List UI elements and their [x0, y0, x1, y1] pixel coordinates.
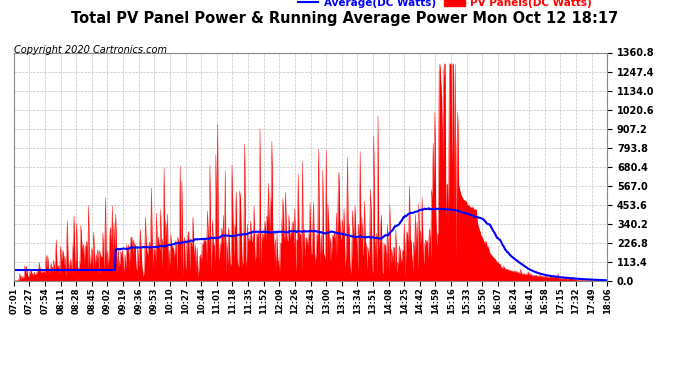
Text: Total PV Panel Power & Running Average Power Mon Oct 12 18:17: Total PV Panel Power & Running Average P…: [71, 11, 619, 26]
Text: Copyright 2020 Cartronics.com: Copyright 2020 Cartronics.com: [14, 45, 167, 55]
Legend: Average(DC Watts), PV Panels(DC Watts): Average(DC Watts), PV Panels(DC Watts): [293, 0, 596, 12]
